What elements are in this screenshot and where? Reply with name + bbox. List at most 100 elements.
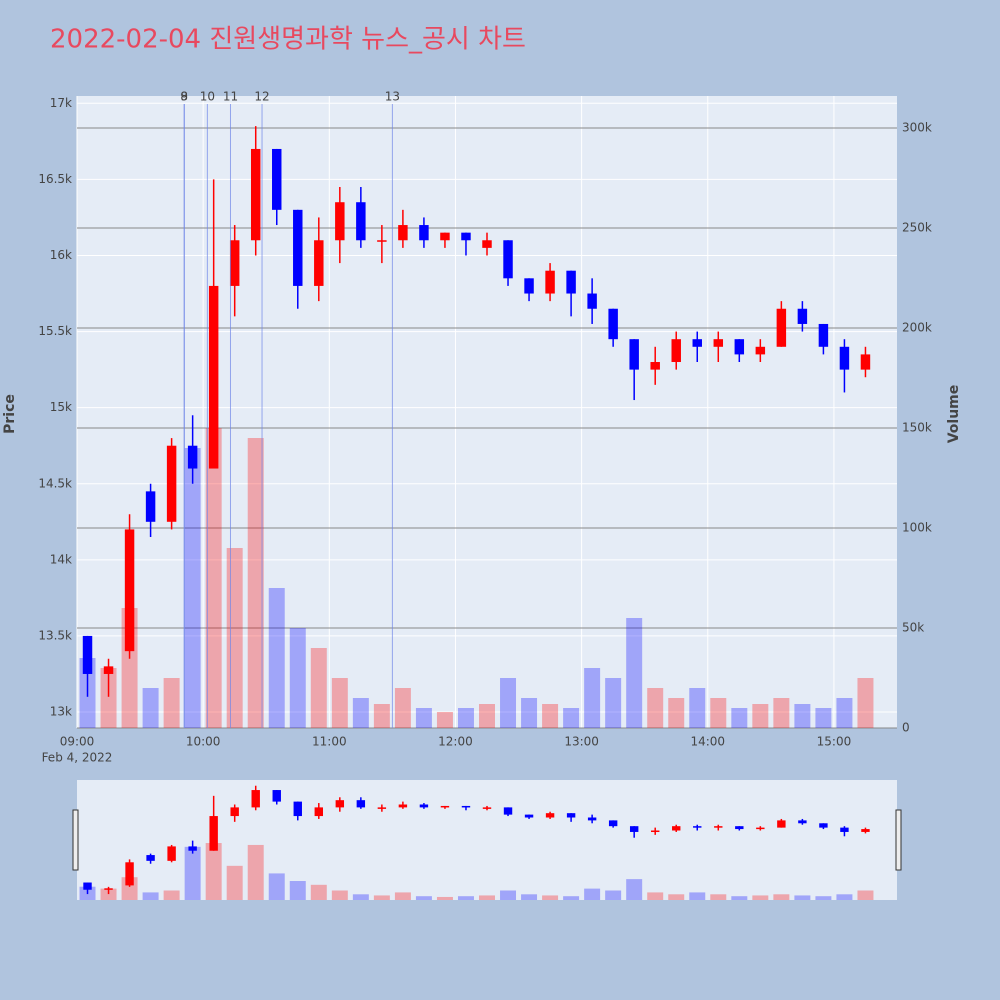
- candle-body: [377, 240, 387, 242]
- volume-bar-mini: [436, 896, 453, 900]
- volume-bar-mini: [815, 896, 832, 900]
- volume-bar-mini: [773, 894, 790, 900]
- candle-body-mini: [461, 805, 471, 808]
- candle-body-mini: [672, 826, 681, 831]
- annotation-label: 12: [254, 90, 269, 104]
- x-date-label: Feb 4, 2022: [42, 751, 113, 765]
- y-tick-label: 14k: [50, 552, 72, 566]
- candle-body-mini: [230, 807, 239, 817]
- volume-bar: [731, 708, 748, 728]
- volume-bar: [752, 704, 769, 728]
- volume-bar-mini: [857, 890, 874, 900]
- y-tick-label: 15.5k: [38, 324, 72, 338]
- candle-body: [629, 339, 639, 370]
- candle-body: [545, 270, 555, 294]
- candle-body-mini: [377, 807, 387, 809]
- candle-body-mini: [756, 827, 765, 830]
- candle-body: [482, 240, 492, 248]
- volume-bar-mini: [794, 895, 811, 900]
- candle-body: [566, 270, 576, 294]
- candle-body: [272, 148, 282, 210]
- y-tick-label: 13k: [50, 705, 72, 719]
- x-tick-label: 10:00: [186, 735, 221, 749]
- candle-body: [250, 148, 261, 241]
- candle-body-mini: [735, 826, 744, 830]
- volume-bar-mini: [521, 894, 538, 900]
- candle-body: [166, 445, 177, 522]
- candle-body-mini: [566, 813, 576, 818]
- candle-body: [124, 529, 135, 652]
- candle-body-mini: [251, 790, 260, 808]
- candle-body-mini: [419, 804, 429, 808]
- candle-body: [839, 346, 850, 370]
- candle-body-mini: [524, 814, 534, 818]
- y-tick-label: 15k: [50, 400, 72, 414]
- y2-tick-label: 150k: [902, 421, 932, 435]
- volume-bar: [584, 668, 601, 728]
- volume-bar: [626, 618, 643, 728]
- candle-body-mini: [819, 823, 828, 828]
- candle-body-mini: [608, 820, 618, 827]
- candle-body: [503, 240, 513, 279]
- volume-bar: [331, 678, 348, 728]
- volume-bar: [794, 704, 811, 728]
- volume-bar: [247, 438, 264, 728]
- annotation-label: 10: [200, 90, 215, 104]
- candle-body: [692, 339, 702, 347]
- volume-bar: [184, 448, 201, 728]
- candle-body-mini: [125, 862, 134, 886]
- annotation-label: 8: [180, 90, 188, 104]
- volume-bar-mini: [184, 846, 201, 900]
- candle-body: [587, 293, 597, 309]
- candle-body-mini: [83, 882, 92, 890]
- volume-bar-mini: [268, 873, 285, 900]
- candle-body-mini: [693, 826, 702, 828]
- volume-bar-mini: [100, 888, 117, 900]
- y2-tick-label: 200k: [902, 321, 932, 335]
- candle-body: [293, 209, 303, 286]
- volume-bar-mini: [836, 894, 853, 900]
- candle-body: [734, 339, 745, 355]
- volume-bar-mini: [373, 895, 390, 900]
- y-axis-title: Price: [2, 394, 18, 434]
- volume-bar-mini: [647, 892, 664, 900]
- slider-handle-right[interactable]: [895, 809, 902, 871]
- volume-bar-mini: [605, 890, 622, 900]
- candle-body-mini: [482, 807, 492, 809]
- candle-body: [314, 240, 324, 286]
- volume-bar-mini: [247, 844, 264, 900]
- candle-body: [440, 232, 450, 241]
- slider-handle-left[interactable]: [72, 809, 79, 871]
- candle-body: [776, 308, 787, 347]
- volume-bar-mini: [584, 888, 601, 900]
- y-tick-label: 17k: [50, 96, 72, 110]
- volume-bar-mini: [205, 843, 222, 900]
- candle-body-mini: [209, 816, 218, 851]
- volume-bar: [689, 688, 706, 728]
- volume-bar-mini: [710, 894, 727, 900]
- candle-body-mini: [356, 800, 366, 808]
- candle-body-mini: [777, 820, 786, 828]
- candle-body: [145, 491, 156, 522]
- annotation-label: 11: [223, 90, 238, 104]
- volume-bar: [310, 648, 327, 728]
- volume-bar: [647, 688, 664, 728]
- candle-body-mini: [503, 807, 513, 815]
- candle-body: [818, 323, 829, 347]
- volume-bar: [668, 698, 685, 728]
- volume-bar: [268, 588, 285, 728]
- candle-body: [860, 354, 871, 370]
- chart-title: 2022-02-04 진원생명과학 뉴스_공시 차트: [50, 25, 526, 55]
- volume-bar-mini: [500, 890, 517, 900]
- volume-bar-mini: [394, 892, 411, 900]
- volume-bar-mini: [226, 865, 243, 900]
- y2-tick-label: 50k: [902, 621, 924, 635]
- volume-bar: [815, 708, 832, 728]
- y-tick-label: 13.5k: [38, 628, 72, 642]
- volume-bar: [100, 668, 117, 728]
- volume-bar: [457, 708, 474, 728]
- x-tick-label: 12:00: [438, 735, 473, 749]
- volume-bar: [542, 704, 559, 728]
- volume-bar: [226, 548, 243, 728]
